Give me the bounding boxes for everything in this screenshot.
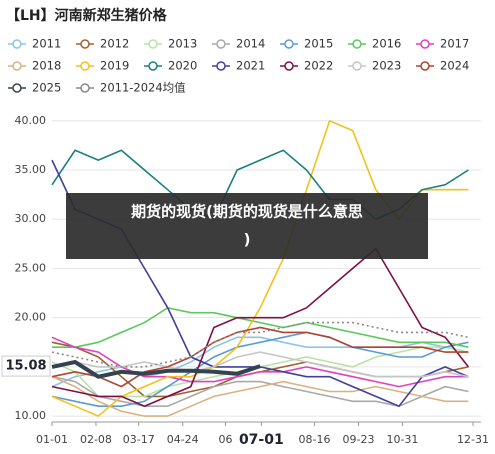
- overlay-banner: 期货的现货(期货的现货是什么意思 ): [66, 193, 428, 259]
- legend-swatch: [352, 39, 362, 49]
- y-tick-label: 30.00: [15, 212, 47, 225]
- legend: 2011 2012 2013 2014 2015 2016 2017 2018 2019 2020…: [8, 37, 469, 95]
- legend-swatch: [216, 39, 226, 49]
- legend-swatch: [420, 61, 430, 71]
- banner-line: ): [244, 231, 251, 249]
- y-tick-label: 20.00: [15, 311, 47, 324]
- banner-line: 期货的现货(期货的现货是什么意思: [131, 203, 363, 221]
- x-tick-label: 01-01: [36, 433, 68, 446]
- legend-label: 2011-2024均值: [100, 81, 186, 95]
- x-tick-label: 07-01: [239, 432, 284, 448]
- series-line: [51, 375, 469, 417]
- legend-swatch: [148, 39, 158, 49]
- current-value-box: [1, 355, 51, 377]
- x-tick-label: 02-08: [80, 433, 112, 446]
- current-value-label: 15.08: [5, 359, 46, 374]
- legend-swatch: [148, 61, 158, 71]
- banner-background: [66, 193, 428, 259]
- y-tick-label: 35.00: [15, 163, 47, 176]
- x-tick-label: 03-17: [123, 433, 155, 446]
- series-line: [51, 359, 261, 379]
- legend-label: 2018: [32, 59, 61, 73]
- legend-label: 2012: [100, 37, 129, 51]
- legend-swatch: [216, 61, 226, 71]
- legend-label: 2011: [32, 37, 61, 51]
- legend-label: 2013: [168, 37, 197, 51]
- legend-label: 2021: [236, 59, 265, 73]
- x-tick-label: 04-24: [167, 433, 199, 446]
- series-line: [52, 306, 469, 348]
- series-line: [51, 247, 470, 408]
- y-tick-label: 10.00: [15, 409, 47, 422]
- y-tick-label: 40.00: [15, 114, 47, 127]
- legend-label: 2014: [236, 37, 265, 51]
- legend-swatch: [80, 83, 90, 93]
- legend-label: 2020: [168, 59, 197, 73]
- legend-label: 2025: [32, 81, 61, 95]
- x-tick-label: 12-31: [457, 433, 489, 446]
- legend-swatch: [284, 39, 294, 49]
- legend-label: 2023: [372, 59, 401, 73]
- x-tick-label: 08-16: [299, 433, 331, 446]
- series-line: [51, 331, 469, 407]
- series-line: [51, 336, 469, 388]
- chart-title: 【LH】河南新郑生猪价格: [6, 7, 168, 24]
- y-tick-label: 25.00: [15, 261, 47, 274]
- legend-swatch: [80, 61, 90, 71]
- x-tick-label: 09-23: [343, 433, 375, 446]
- legend-label: 2019: [100, 59, 129, 73]
- legend-swatch: [352, 61, 362, 71]
- series-line: [51, 321, 469, 368]
- legend-swatch: [12, 61, 22, 71]
- legend-label: 2016: [372, 37, 401, 51]
- x-tick-label: 10-31: [386, 433, 418, 446]
- legend-swatch: [12, 39, 22, 49]
- x-tick-label: 06: [218, 433, 232, 446]
- legend-label: 2015: [304, 37, 333, 51]
- legend-swatch: [80, 39, 90, 49]
- legend-swatch: [284, 61, 294, 71]
- legend-label: 2017: [440, 37, 469, 51]
- series-line: [51, 326, 469, 388]
- legend-label: 2022: [304, 59, 333, 73]
- legend-swatch: [12, 83, 22, 93]
- plot-area: 10.0015.0020.0025.0030.0035.0040.0001-01…: [1, 114, 489, 448]
- legend-label: 2024: [440, 59, 469, 73]
- legend-swatch: [420, 39, 430, 49]
